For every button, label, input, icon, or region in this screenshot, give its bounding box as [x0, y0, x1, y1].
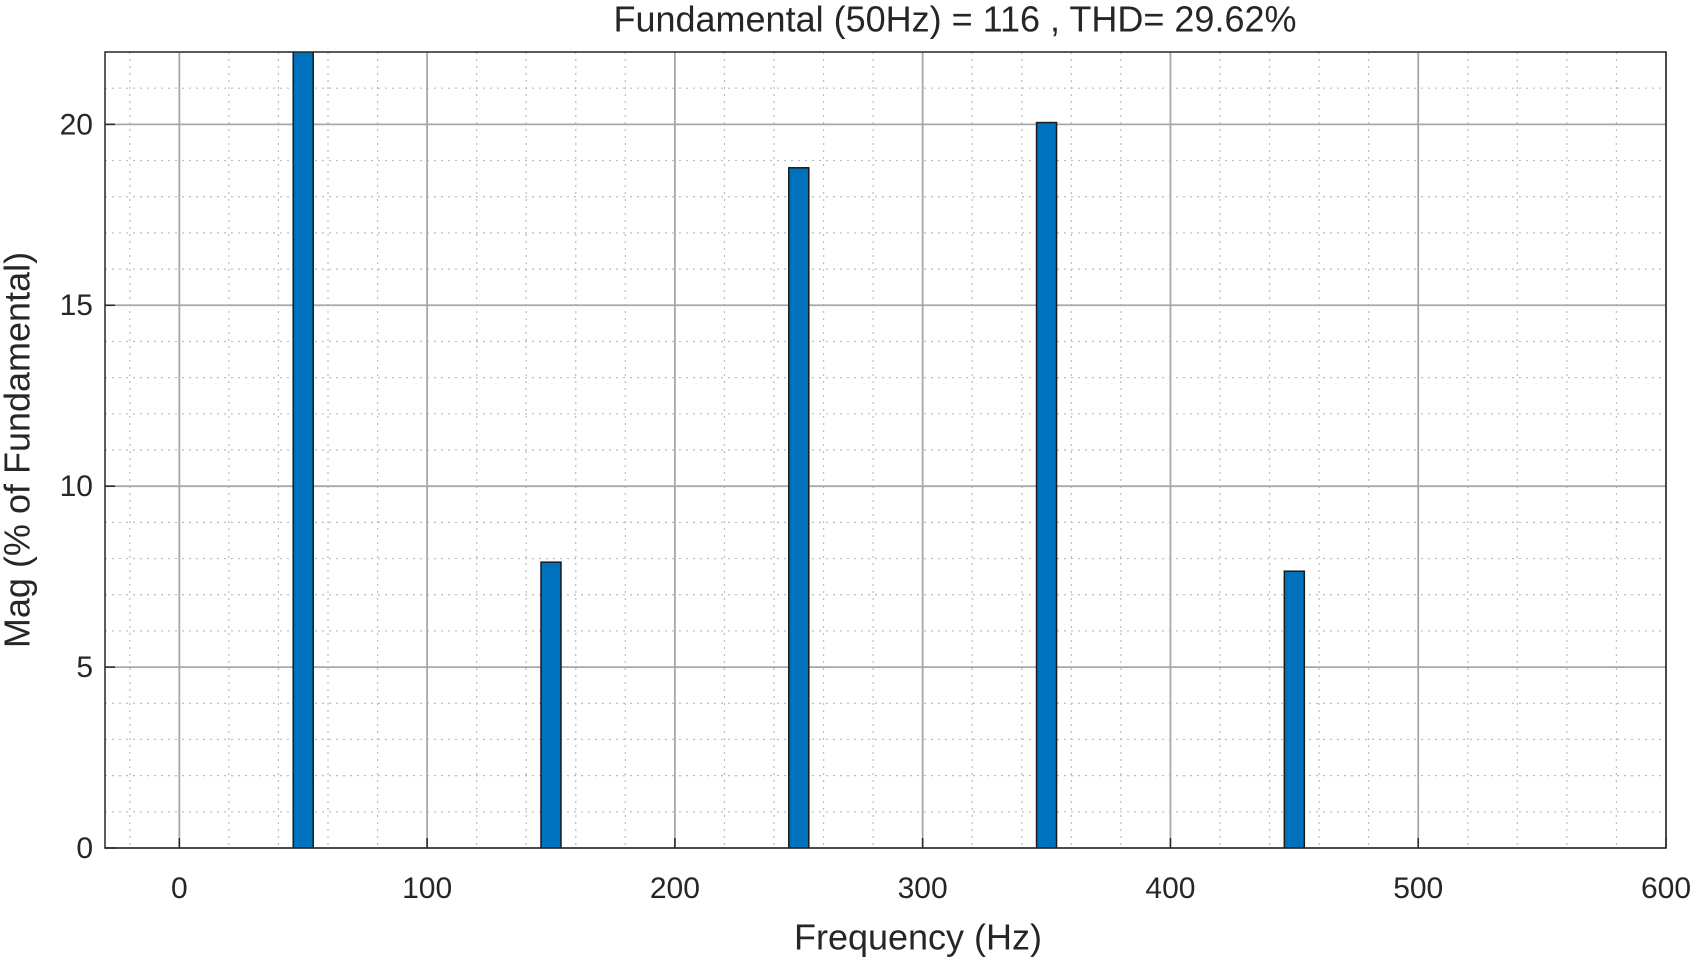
- bar: [788, 167, 810, 848]
- y-tick-label: 20: [60, 108, 93, 141]
- x-tick-label: 400: [1145, 872, 1195, 905]
- y-axis-label: Mag (% of Fundamental): [0, 252, 38, 648]
- bar: [1035, 121, 1058, 848]
- plot-area: [105, 52, 1666, 848]
- x-tick-label: 600: [1641, 872, 1691, 905]
- y-tick-label: 5: [76, 651, 93, 684]
- x-axis-label: Frequency (Hz): [794, 917, 1042, 958]
- y-tick-label: 10: [60, 470, 93, 503]
- x-tick-label: 500: [1393, 872, 1443, 905]
- y-tick-label: 15: [60, 289, 93, 322]
- x-tick-label: 100: [402, 872, 452, 905]
- x-tick-label: 300: [898, 872, 948, 905]
- bar: [292, 52, 314, 848]
- x-tick-label: 200: [650, 872, 700, 905]
- axes-box: [104, 51, 1667, 849]
- x-tick-label: 0: [171, 872, 188, 905]
- bars: [292, 52, 1306, 848]
- chart-title: Fundamental (50Hz) = 116 , THD= 29.62%: [613, 0, 1296, 40]
- y-tick-label: 0: [76, 832, 93, 865]
- bar: [1283, 570, 1306, 848]
- bar: [540, 561, 562, 848]
